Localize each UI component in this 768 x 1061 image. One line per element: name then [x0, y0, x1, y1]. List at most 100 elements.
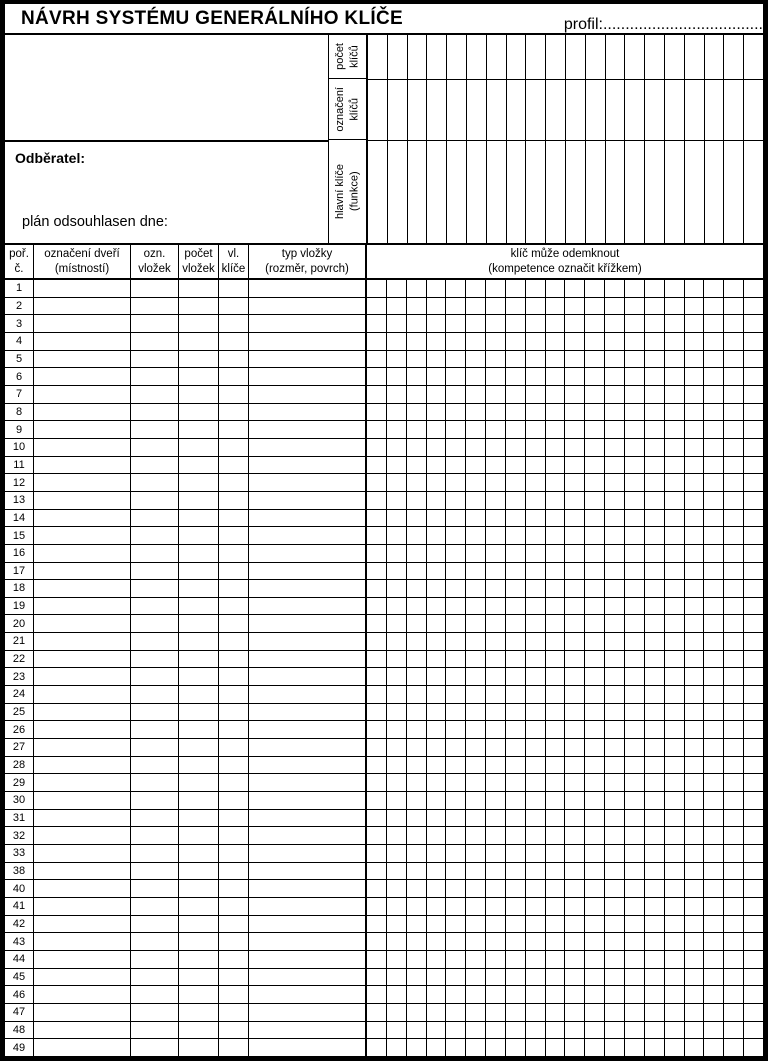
key-competence-cell [605, 350, 625, 368]
cylinder-keys-cell [219, 1003, 249, 1021]
key-competence-cell [565, 474, 586, 491]
key-competence-cell [744, 827, 763, 844]
key-competence-cell [367, 774, 387, 792]
key-competence-cell [526, 1003, 546, 1021]
key-competence-cell [387, 739, 407, 756]
key-competence-cell [427, 774, 447, 792]
key-competence-cell [744, 386, 763, 403]
key-competence-cell [605, 774, 625, 792]
key-competence-cell [367, 756, 387, 774]
key-competence-cell [526, 862, 546, 880]
key-competence-cell [744, 598, 763, 615]
key-competence-cell [685, 792, 705, 809]
key-header-grid-cell [586, 35, 606, 79]
profil-field: profil:.................................… [564, 17, 763, 33]
key-competence-cell [625, 368, 645, 385]
table-header-row: poř. č. označení dveří (místností) ozn. … [5, 243, 763, 280]
key-competence-cell [685, 580, 705, 597]
key-header-grid-cell [724, 141, 745, 243]
key-competence-cell [645, 792, 665, 809]
key-competence-cell [724, 933, 745, 950]
key-header-grid-cell [467, 35, 487, 79]
cylinder-keys-cell [219, 438, 249, 456]
key-competence-cell [466, 544, 487, 562]
cylinder-designation-cell [131, 756, 179, 774]
key-competence-cell [387, 950, 407, 968]
key-competence-cell [427, 385, 447, 403]
key-competence-cell [724, 880, 745, 897]
table-row: 7 [5, 385, 763, 404]
key-competence-cell [724, 986, 745, 1003]
key-competence-cell [546, 703, 566, 721]
cylinder-count-cell [179, 880, 219, 897]
key-competence-cell [744, 527, 763, 544]
key-header-grid-cell [724, 35, 745, 79]
key-competence-cell [645, 456, 665, 474]
table-row: 6 [5, 368, 763, 386]
key-competence-cell [546, 527, 566, 544]
key-competence-cell [565, 721, 586, 739]
key-competence-cell [367, 845, 387, 862]
key-competence-cell [466, 827, 487, 844]
key-competence-cell [685, 897, 705, 915]
key-competence-cell [685, 403, 705, 421]
key-competence-cell [546, 845, 566, 862]
key-competence-cell [645, 597, 665, 615]
key-competence-cell [367, 438, 387, 456]
key-competence-cell [665, 1039, 685, 1056]
key-competence-cell [387, 562, 407, 580]
cylinder-designation-cell [131, 845, 179, 862]
cylinder-keys-cell [219, 703, 249, 721]
cylinder-type-cell [249, 615, 367, 633]
cylinder-type-cell [249, 792, 367, 809]
key-competence-cell [724, 438, 745, 456]
key-competence-cell [724, 862, 745, 880]
key-competence-cell [546, 809, 566, 827]
key-competence-cell [665, 756, 685, 774]
key-competence-cell [585, 703, 606, 721]
cylinder-count-cell [179, 650, 219, 668]
key-header-grid-cell [724, 80, 745, 140]
door-designation-cell [34, 774, 131, 792]
key-competence-cell [605, 809, 625, 827]
key-competence-cell [506, 1039, 526, 1056]
key-competence-cell [387, 968, 407, 986]
cylinder-type-cell [249, 368, 367, 385]
key-competence-cell [506, 315, 526, 332]
table-row: 9 [5, 421, 763, 439]
key-competence-cell [546, 915, 566, 933]
key-competence-cell [407, 668, 427, 686]
key-competence-cell [585, 792, 606, 809]
key-competence-cell [367, 827, 387, 844]
cylinder-designation-cell [131, 703, 179, 721]
table-row: 46 [5, 986, 763, 1004]
cylinder-keys-cell [219, 456, 249, 474]
key-header-grid-cell [427, 141, 448, 243]
key-competence-cell [625, 1003, 645, 1021]
cylinder-type-cell [249, 739, 367, 756]
key-competence-cell [645, 739, 665, 756]
key-competence-cell [367, 315, 387, 332]
key-competence-cell [565, 933, 586, 950]
key-competence-cell [685, 968, 705, 986]
door-designation-cell [34, 527, 131, 544]
key-competence-cell [546, 438, 566, 456]
cylinder-count-cell [179, 315, 219, 332]
cylinder-keys-cell [219, 385, 249, 403]
table-row: 40 [5, 880, 763, 898]
key-competence-cell [526, 368, 546, 385]
key-competence-cell [506, 368, 526, 385]
cylinder-keys-cell [219, 633, 249, 650]
key-competence-cell [407, 933, 427, 950]
door-designation-cell [34, 792, 131, 809]
key-competence-cell [665, 950, 685, 968]
key-competence-cell [625, 544, 645, 562]
door-designation-cell [34, 332, 131, 350]
key-competence-cell [546, 332, 566, 350]
key-competence-cell [506, 986, 526, 1003]
key-competence-cell [427, 332, 447, 350]
key-competence-cell [565, 544, 586, 562]
key-competence-cell [645, 968, 665, 986]
key-competence-cell [526, 915, 546, 933]
key-competence-cell [744, 757, 763, 774]
